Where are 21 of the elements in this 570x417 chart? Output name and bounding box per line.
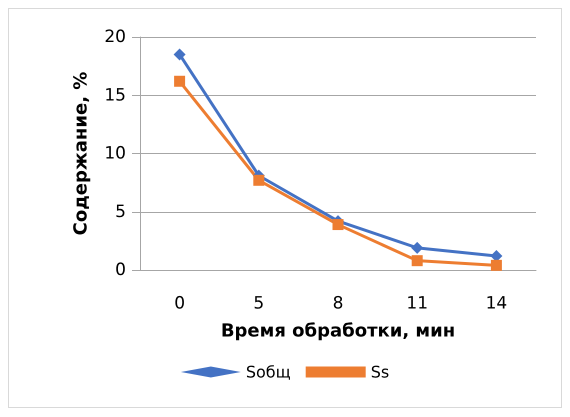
point — [332, 219, 344, 230]
point — [174, 48, 186, 60]
y-axis-title: Содержание, % — [70, 72, 92, 236]
x-axis-title: Время обработки, мин — [220, 320, 456, 342]
x-tick-label: 5 — [253, 294, 264, 314]
y-tick-label: 15 — [104, 85, 126, 106]
legend-label: Sобщ — [246, 362, 291, 382]
y-tick-label: 0 — [115, 260, 126, 280]
x-tick-label: 8 — [332, 294, 344, 314]
y-tick-label: 10 — [104, 144, 126, 164]
x-tick-label: 11 — [406, 294, 428, 314]
point — [174, 76, 186, 87]
point — [490, 260, 502, 271]
point — [411, 242, 424, 254]
x-tick-label: 14 — [486, 294, 508, 314]
y-tick-label: 20 — [104, 27, 126, 47]
y-tick-label: 5 — [115, 202, 126, 222]
point — [253, 174, 264, 186]
legend-label: Ss — [370, 362, 390, 382]
point — [412, 255, 423, 266]
x-tick-label: 0 — [174, 294, 186, 314]
